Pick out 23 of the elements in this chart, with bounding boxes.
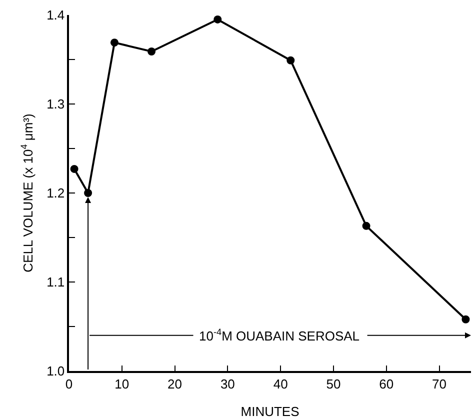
y-tick-label: 1.0 xyxy=(46,364,65,379)
point xyxy=(70,164,78,173)
point xyxy=(148,47,156,56)
annotation: 10$^{-4}$M OUABAIN SEROSAL xyxy=(199,327,360,344)
x-tick-label: 50 xyxy=(326,376,341,392)
point xyxy=(110,38,118,47)
x-tick-label: 0 xyxy=(65,376,73,392)
y-tick-label: 1.1 xyxy=(46,274,65,290)
y-tick-label: 1.4 xyxy=(46,8,65,23)
point xyxy=(362,222,370,230)
x-tick-label: 30 xyxy=(220,376,235,392)
point xyxy=(214,15,222,24)
y-tick-label: 1.3 xyxy=(46,96,65,112)
y-tick-label: 1.2 xyxy=(46,186,65,201)
x-tick-label: 40 xyxy=(273,376,288,392)
x-tick-label: 10 xyxy=(114,376,130,392)
x-tick-label: 70 xyxy=(432,376,446,392)
x-tick-label: 60 xyxy=(379,376,394,392)
x-tick-label: 20 xyxy=(168,376,182,392)
x-axis-title: MINUTES xyxy=(240,404,300,419)
point xyxy=(84,189,92,197)
point xyxy=(462,315,470,324)
point xyxy=(286,56,295,64)
